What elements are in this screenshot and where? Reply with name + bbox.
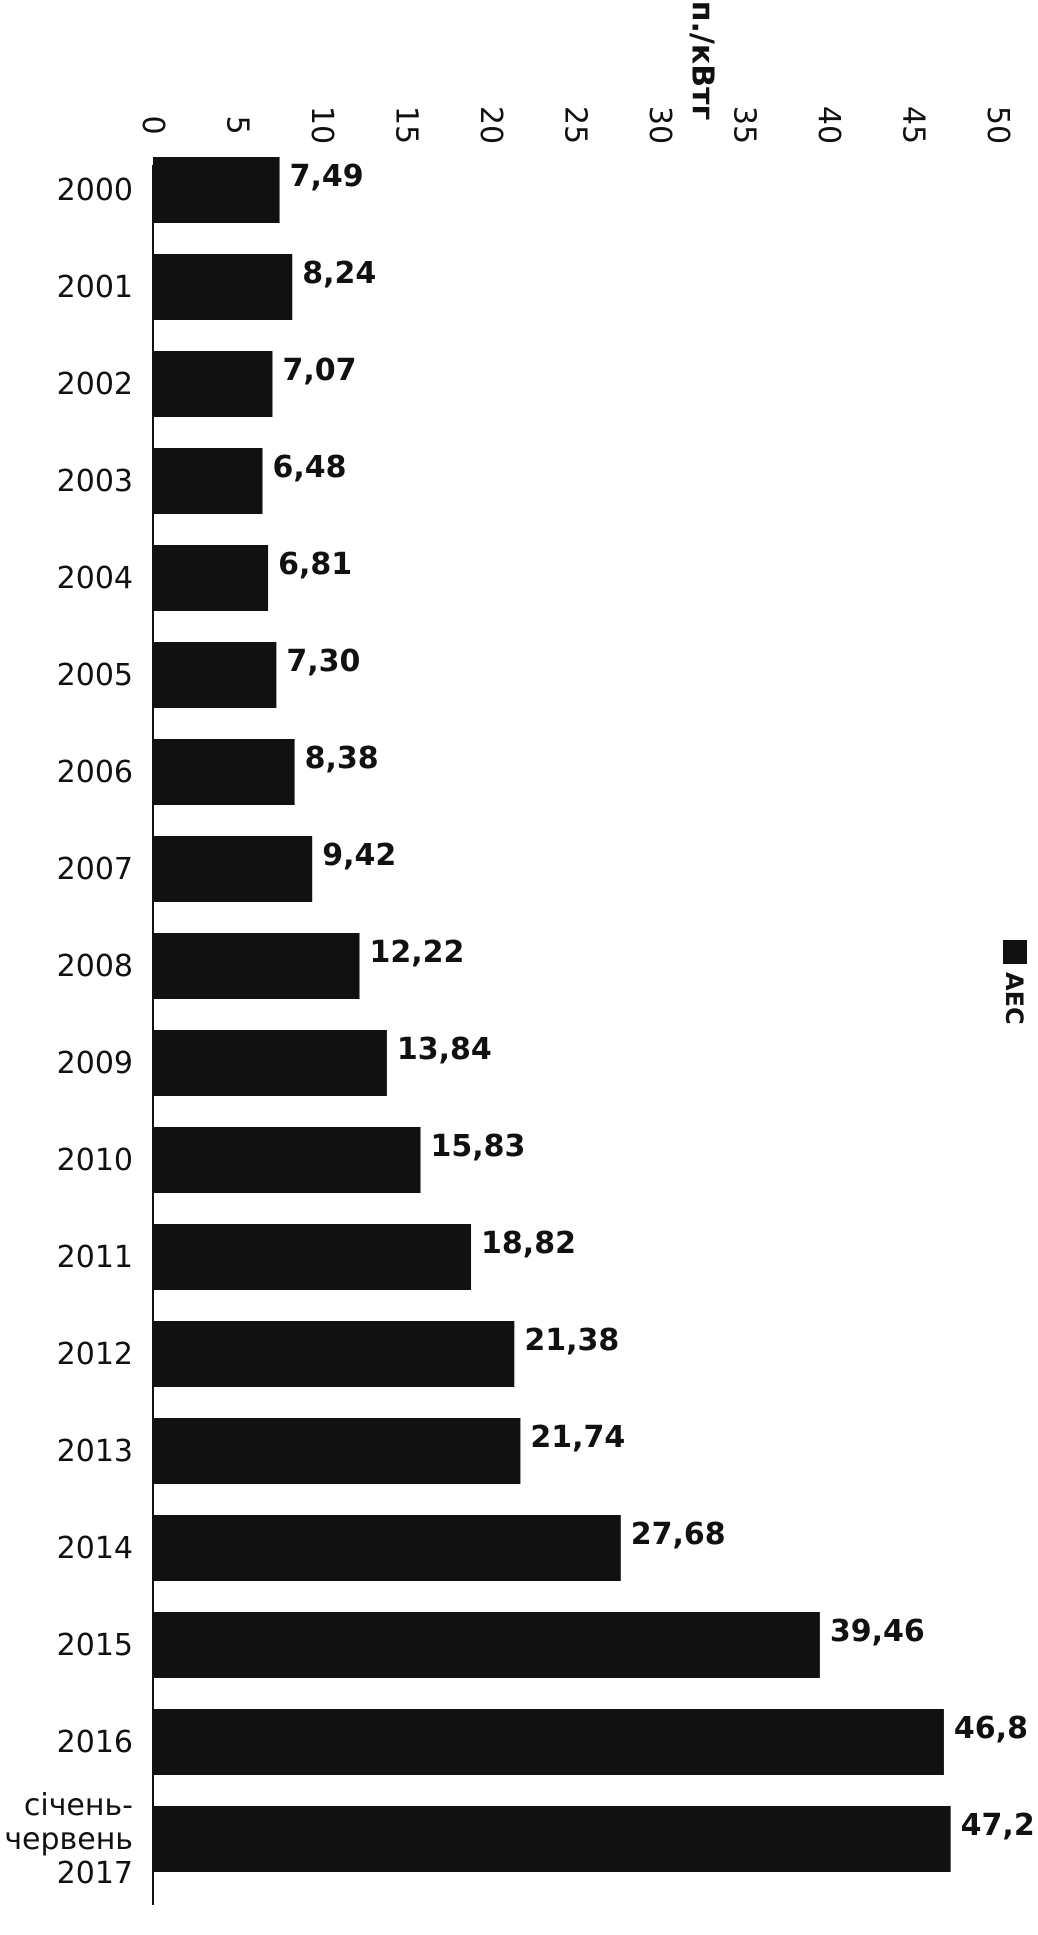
value-axis-unit-label: коп./кВтг xyxy=(684,0,719,120)
bar-value-label: 21,74 xyxy=(530,1420,625,1455)
value-tick-label: 35 xyxy=(727,106,762,144)
bar-value-label: 7,30 xyxy=(286,644,360,679)
category-label: 2001 xyxy=(57,270,133,305)
legend: АЕС xyxy=(1000,940,1028,1025)
category-label: червень xyxy=(4,1822,133,1857)
value-tick-label: 15 xyxy=(389,106,424,144)
category-label: 2008 xyxy=(57,949,133,984)
category-label: 2011 xyxy=(57,1240,133,1275)
bar xyxy=(153,1709,944,1775)
bar xyxy=(153,739,295,805)
category-label: 2012 xyxy=(57,1337,133,1372)
category-label: 2005 xyxy=(57,658,133,693)
category-label: 2017 xyxy=(57,1856,133,1891)
bar-value-label: 47,2 xyxy=(961,1808,1035,1843)
bar-value-label: 18,82 xyxy=(481,1226,576,1261)
bar-value-label: 39,46 xyxy=(830,1614,925,1649)
category-label: 2015 xyxy=(57,1628,133,1663)
plot-area: 7,49 8,24 7,07 6,48 6,81 7,30 8,38 9,42 12,22 13,… xyxy=(152,157,1035,1872)
bar-value-label: 21,38 xyxy=(524,1323,619,1358)
category-label: 2010 xyxy=(57,1143,133,1178)
category-axis: 2000 2001 2002 2003 2004 2005 2006 2007 2008 2009… xyxy=(4,173,133,1891)
value-tick-label: 5 xyxy=(220,115,255,134)
category-label: 2013 xyxy=(57,1434,133,1469)
value-tick-label: 40 xyxy=(811,106,846,144)
bar xyxy=(153,1030,387,1096)
bar xyxy=(153,933,360,999)
category-label: 2006 xyxy=(57,755,133,790)
bar-value-label: 46,8 xyxy=(954,1711,1028,1746)
bar-value-label: 6,81 xyxy=(278,547,352,582)
bar xyxy=(153,1515,621,1581)
category-label: 2000 xyxy=(57,173,133,208)
category-label: 2007 xyxy=(57,852,133,887)
category-label: січень- xyxy=(24,1788,133,1823)
legend-label: АЕС xyxy=(1000,972,1028,1025)
bar xyxy=(153,836,313,902)
value-tick-label: 10 xyxy=(304,106,339,144)
category-label: 2014 xyxy=(57,1531,133,1566)
bar-value-label: 13,84 xyxy=(397,1032,492,1067)
bar-value-label: 8,38 xyxy=(305,741,379,776)
value-tick-label: 30 xyxy=(642,106,677,144)
value-tick-label: 25 xyxy=(558,106,593,144)
legend-swatch xyxy=(1003,940,1027,964)
bar-value-label: 7,49 xyxy=(290,159,364,194)
bar-value-label: 8,24 xyxy=(302,256,376,291)
category-label: 2003 xyxy=(57,464,133,499)
category-label: 2009 xyxy=(57,1046,133,1081)
bar-value-label: 7,07 xyxy=(282,353,356,388)
bar xyxy=(153,1321,515,1387)
bar xyxy=(152,545,269,611)
bar xyxy=(153,448,263,514)
bar xyxy=(152,1612,820,1678)
value-tick-label: 20 xyxy=(473,106,508,144)
bar xyxy=(152,351,273,417)
bar xyxy=(152,254,293,320)
bar-value-label: 12,22 xyxy=(370,935,465,970)
category-label: 2002 xyxy=(57,367,133,402)
bar xyxy=(152,1127,421,1193)
value-tick-label: 50 xyxy=(980,106,1015,144)
value-tick-label: 0 xyxy=(135,115,170,134)
category-label: 2004 xyxy=(57,561,133,596)
bar xyxy=(153,1806,951,1872)
bar-value-label: 9,42 xyxy=(322,838,396,873)
bar-value-label: 6,48 xyxy=(273,450,347,485)
value-tick-label: 45 xyxy=(896,106,931,144)
bar-value-label: 15,83 xyxy=(431,1129,526,1164)
bar xyxy=(152,642,277,708)
bar xyxy=(152,1224,472,1290)
bar-value-label: 27,68 xyxy=(631,1517,726,1552)
value-axis: 0 5 10 15 20 25 30 35 40 45 50 xyxy=(135,106,1015,1905)
bar xyxy=(153,1418,521,1484)
bar xyxy=(152,157,280,223)
category-label: 2016 xyxy=(57,1725,133,1760)
